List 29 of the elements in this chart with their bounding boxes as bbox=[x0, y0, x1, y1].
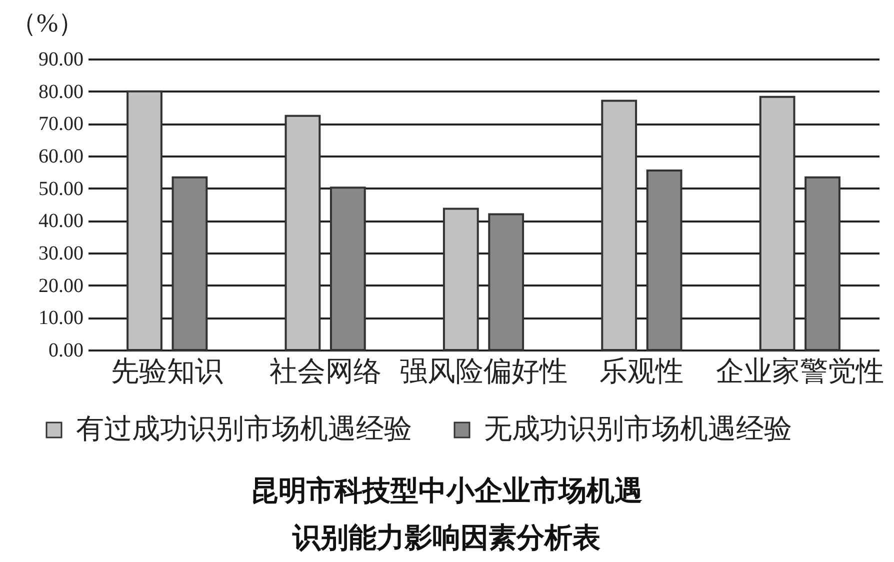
bar bbox=[488, 213, 524, 351]
y-tick-label: 90.00 bbox=[38, 48, 84, 70]
y-tick-label: 10.00 bbox=[38, 307, 84, 330]
y-tick-label: 70.00 bbox=[38, 113, 84, 136]
bar bbox=[646, 170, 682, 351]
bar bbox=[601, 100, 638, 351]
y-axis-title: （%） bbox=[10, 8, 84, 38]
bar bbox=[442, 208, 479, 351]
bar bbox=[126, 90, 162, 351]
x-tick-label: 企业家警觉性 bbox=[716, 356, 884, 388]
x-tick-label: 强风险偏好性 bbox=[400, 356, 568, 388]
y-tick-label: 50.00 bbox=[38, 178, 84, 200]
x-tick-label: 乐观性 bbox=[600, 356, 684, 388]
legend-label: 无成功识别市场机遇经验 bbox=[484, 414, 792, 445]
legend-label: 有过成功识别市场机遇经验 bbox=[76, 414, 412, 445]
text: 昆明市科技型中小企业市场机遇识别能力影响因素分析表 bbox=[250, 474, 643, 554]
y-tick-label: 40.00 bbox=[38, 210, 84, 232]
y-tick-label: 80.00 bbox=[38, 80, 84, 103]
y-tick-label: 20.00 bbox=[38, 274, 84, 297]
y-tick-label: 0.00 bbox=[48, 340, 84, 362]
x-tick-label: 先验知识 bbox=[111, 356, 224, 388]
bar bbox=[330, 186, 366, 351]
bar bbox=[172, 176, 208, 351]
y-tick-label: 60.00 bbox=[38, 146, 84, 168]
bar bbox=[759, 96, 796, 351]
bar bbox=[284, 114, 321, 351]
bar bbox=[804, 176, 840, 351]
y-tick-label: 30.00 bbox=[38, 242, 84, 264]
x-tick-label: 社会网络 bbox=[269, 356, 382, 388]
